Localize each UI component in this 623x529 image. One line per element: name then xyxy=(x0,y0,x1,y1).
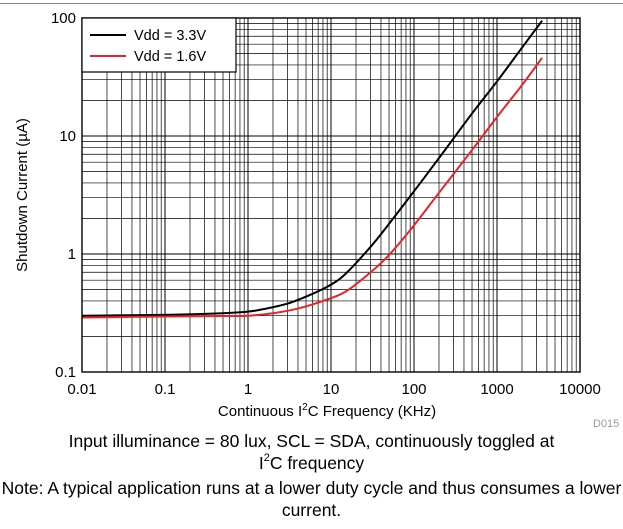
y-tick-label: 1 xyxy=(68,246,76,263)
caption: Input illuminance = 80 lux, SCL = SDA, c… xyxy=(0,430,623,524)
series-line-1 xyxy=(81,20,543,317)
legend-label-1: Vdd = 3.3V xyxy=(134,28,206,44)
legend-label-2: Vdd = 1.6V xyxy=(134,49,206,65)
caption-note: Note: A typical application runs at a lo… xyxy=(1,478,622,520)
caption-line-1: Input illuminance = 80 lux, SCL = SDA, c… xyxy=(0,430,623,474)
grid xyxy=(81,18,580,373)
plot-frame xyxy=(81,17,581,373)
x-tick-label: 10000 xyxy=(559,381,601,398)
y-tick-label: 10 xyxy=(59,128,76,145)
top-rule xyxy=(0,3,623,4)
x-axis-title-post: C Frequency (KHz) xyxy=(308,403,436,420)
x-tick-label: 0.01 xyxy=(67,381,96,398)
x-axis-title-pre: Continuous I xyxy=(218,403,302,420)
caption-sup: 2 xyxy=(263,452,270,465)
y-axis-title: Shutdown Current (µA) xyxy=(14,118,31,272)
y-tick-label: 100 xyxy=(51,10,76,27)
legend: Vdd = 3.3V Vdd = 1.6V xyxy=(81,17,237,73)
caption-line-1-post: C frequency xyxy=(269,453,365,473)
x-axis-title-sup: 2 xyxy=(302,402,308,413)
x-tick-label: 100 xyxy=(401,381,426,398)
figure-id: D015 xyxy=(593,418,619,430)
y-tick-label: 0.1 xyxy=(55,364,76,381)
series-layer xyxy=(81,20,543,319)
x-tick-label: 0.1 xyxy=(155,381,176,398)
x-tick-label: 1000 xyxy=(480,381,513,398)
x-tick-label: 10 xyxy=(323,381,340,398)
legend-box xyxy=(81,17,237,73)
caption-line-1-pre: Input illuminance = 80 lux, SCL = SDA, c… xyxy=(68,431,555,451)
x-tick-label: 1 xyxy=(244,381,252,398)
x-axis-title: Continuous I2C Frequency (KHz) xyxy=(218,402,436,420)
caption-i: I xyxy=(258,453,264,473)
series-line-2 xyxy=(81,57,543,319)
